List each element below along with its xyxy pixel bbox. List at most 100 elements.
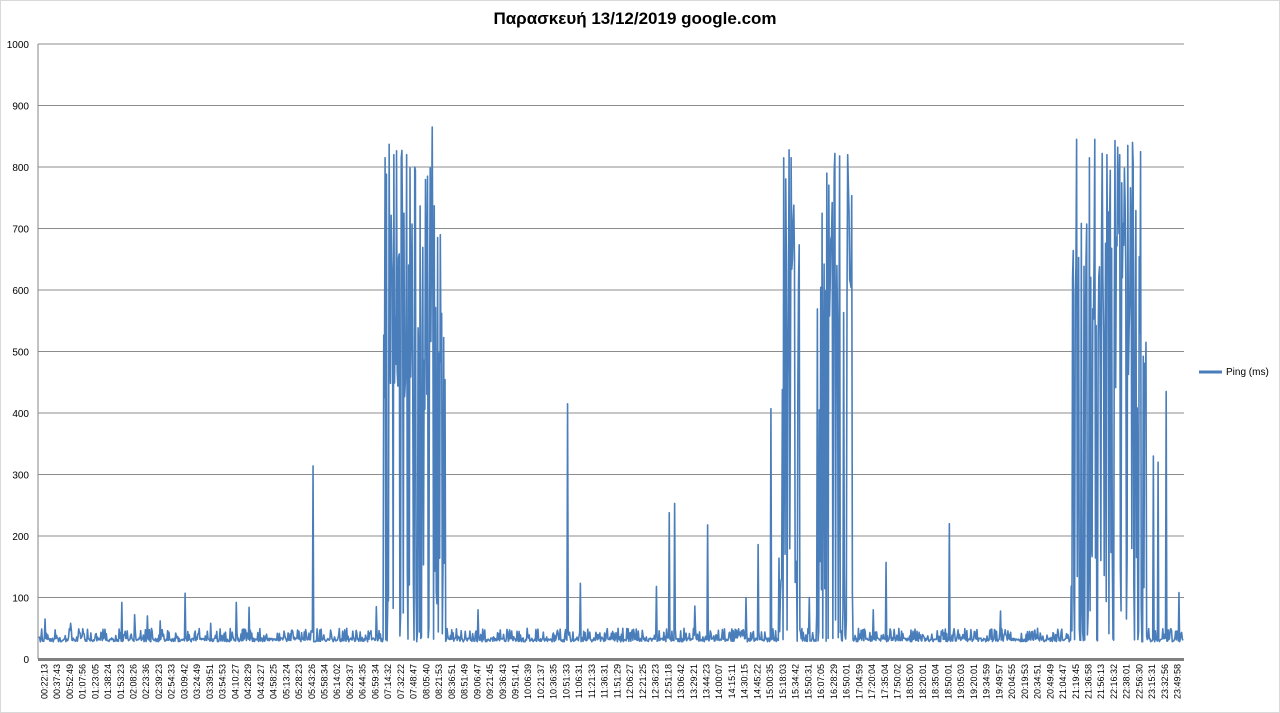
x-tick-label: 17:04:59 (854, 664, 864, 699)
x-tick-label: 20:19:53 (1020, 664, 1030, 699)
x-tick-label: 12:51:18 (663, 664, 673, 699)
y-tick-label: 0 (23, 655, 29, 666)
x-tick-label: 11:51:29 (612, 664, 622, 698)
x-tick-label: 21:04:47 (1058, 664, 1068, 699)
x-tick-label: 06:44:35 (358, 664, 368, 699)
x-tick-label: 12:21:25 (638, 664, 648, 699)
x-tick-label: 09:21:45 (485, 664, 495, 699)
x-tick-label: 05:43:26 (307, 664, 317, 699)
x-tick-label: 22:16:32 (1109, 664, 1119, 699)
x-tick-label: 12:06:27 (625, 664, 635, 699)
x-tick-label: 15:00:35 (765, 664, 775, 699)
x-tick-label: 22:38:01 (1122, 664, 1132, 699)
x-tick-label: 13:44:23 (702, 664, 712, 699)
x-tick-label: 06:14:02 (332, 664, 342, 699)
x-tick-label: 05:13:24 (281, 664, 291, 699)
x-tick-label: 08:05:40 (421, 664, 431, 699)
x-tick-label: 06:59:34 (370, 664, 380, 699)
x-tick-label: 14:30:15 (740, 664, 750, 699)
x-tick-label: 07:48:47 (409, 664, 419, 699)
x-tick-label: 00:22:13 (39, 664, 49, 699)
x-tick-label: 10:36:35 (549, 664, 559, 699)
legend-label-ping: Ping (ms) (1226, 367, 1269, 378)
series-ping (38, 126, 1184, 643)
x-tick-label: 04:10:27 (230, 664, 240, 699)
x-tick-label: 20:49:49 (1045, 664, 1055, 699)
x-tick-label: 03:54:53 (218, 664, 228, 699)
x-tick-label: 20:34:51 (1033, 664, 1043, 699)
chart-title: Παρασκευή 13/12/2019 google.com (493, 9, 777, 28)
x-tick-label: 01:23:05 (90, 664, 100, 699)
y-tick-label: 800 (12, 163, 29, 174)
x-tick-label: 18:05:00 (905, 664, 915, 699)
x-tick-label: 19:20:01 (969, 664, 979, 699)
x-tick-label: 14:00:07 (714, 664, 724, 699)
y-tick-label: 700 (12, 225, 29, 236)
x-tick-label: 23:32:56 (1160, 664, 1170, 699)
x-tick-label: 17:20:04 (867, 664, 877, 699)
x-tick-label: 09:36:43 (498, 664, 508, 699)
legend: Ping (ms) (1199, 367, 1269, 378)
x-tick-label: 07:14:32 (383, 664, 393, 699)
y-tick-label: 500 (12, 348, 29, 359)
y-tick-label: 1000 (7, 40, 30, 51)
x-tick-label: 01:07:56 (78, 664, 88, 699)
x-tick-label: 15:34:42 (791, 664, 801, 699)
y-tick-label: 900 (12, 102, 29, 113)
x-tick-label: 15:18:03 (778, 664, 788, 699)
x-tick-label: 08:21:53 (434, 664, 444, 699)
x-tick-label: 08:51:49 (460, 664, 470, 699)
y-tick-label: 200 (12, 532, 29, 543)
x-tick-label: 01:53:23 (116, 664, 126, 699)
x-tick-label: 11:06:31 (574, 664, 584, 698)
x-tick-label: 02:54:33 (167, 664, 177, 699)
series-line-ping (38, 126, 1184, 643)
x-tick-label: 02:08:26 (129, 664, 139, 699)
x-axis-line (38, 658, 1184, 661)
x-tick-label: 11:21:33 (587, 664, 597, 698)
x-tick-label: 12:36:23 (651, 664, 661, 699)
x-tick-label: 19:05:03 (956, 664, 966, 699)
x-tick-label: 19:49:57 (994, 664, 1004, 699)
x-tick-label: 18:20:01 (918, 664, 928, 699)
x-tick-label: 10:21:37 (536, 664, 546, 699)
x-tick-label: 11:36:31 (600, 664, 610, 698)
x-tick-label: 13:29:21 (689, 664, 699, 699)
x-tick-label: 15:50:31 (803, 664, 813, 699)
x-tick-label: 19:34:59 (982, 664, 992, 699)
y-axis-tick-labels: 0 100 200 300 400 500 600 700 800 900 1000 (7, 40, 30, 666)
x-tick-label: 02:23:36 (141, 664, 151, 699)
x-tick-label: 18:50:01 (943, 664, 953, 699)
x-tick-label: 00:37:43 (52, 664, 62, 699)
x-tick-label: 06:29:37 (345, 664, 355, 699)
x-tick-label: 03:24:49 (192, 664, 202, 699)
x-tick-label: 21:36:58 (1084, 664, 1094, 699)
x-tick-label: 04:28:29 (243, 664, 253, 699)
x-tick-label: 16:28:29 (829, 664, 839, 699)
x-tick-label: 04:58:25 (269, 664, 279, 699)
x-tick-label: 03:39:51 (205, 664, 215, 699)
y-tick-label: 100 (12, 594, 29, 605)
x-tick-label: 10:51:33 (561, 664, 571, 699)
x-tick-label: 08:36:51 (447, 664, 457, 699)
gridlines (38, 43, 1184, 598)
x-tick-label: 21:56:13 (1096, 664, 1106, 699)
axes (37, 44, 1184, 661)
x-tick-label: 05:28:23 (294, 664, 304, 699)
x-tick-label: 18:35:04 (931, 664, 941, 699)
x-tick-label: 16:07:05 (816, 664, 826, 699)
x-tick-label: 09:51:41 (511, 664, 521, 699)
x-tick-label: 23:49:58 (1173, 664, 1183, 699)
x-tick-label: 17:35:04 (880, 664, 890, 699)
y-tick-label: 300 (12, 471, 29, 482)
y-tick-label: 600 (12, 286, 29, 297)
x-tick-label: 05:58:34 (320, 664, 330, 699)
x-tick-label: 07:32:22 (396, 664, 406, 699)
x-tick-label: 02:39:23 (154, 664, 164, 699)
x-tick-label: 22:56:30 (1134, 664, 1144, 699)
x-tick-label: 00:52:49 (65, 664, 75, 699)
x-tick-label: 01:38:24 (103, 664, 113, 699)
x-tick-label: 13:06:42 (676, 664, 686, 699)
x-tick-label: 20:04:55 (1007, 664, 1017, 699)
